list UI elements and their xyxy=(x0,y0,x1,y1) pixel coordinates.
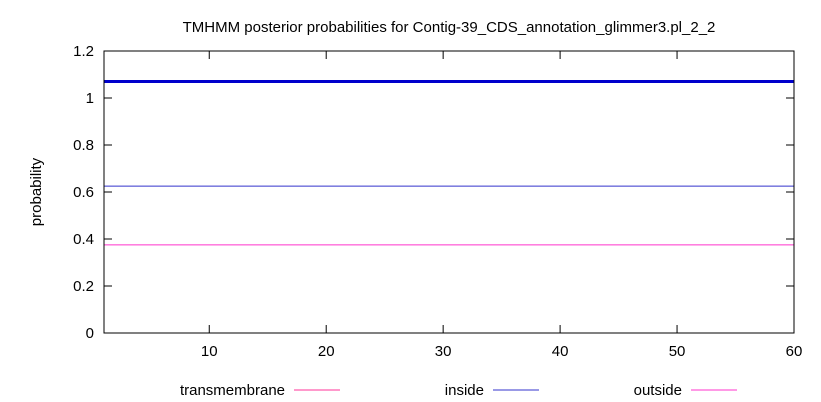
x-tick-label: 30 xyxy=(435,343,452,360)
legend-label-outside: outside xyxy=(634,382,682,399)
y-tick-label: 0.6 xyxy=(73,184,94,201)
legend-label-transmembrane: transmembrane xyxy=(180,382,285,399)
x-tick-label: 10 xyxy=(201,343,218,360)
chart-title: TMHMM posterior probabilities for Contig… xyxy=(183,19,716,36)
y-tick-label: 0.8 xyxy=(73,137,94,154)
y-tick-label: 0.4 xyxy=(73,231,94,248)
y-tick-label: 1.2 xyxy=(73,43,94,60)
x-tick-label: 50 xyxy=(669,343,686,360)
y-axis-label: probability xyxy=(28,157,45,226)
x-tick-label: 60 xyxy=(786,343,803,360)
x-tick-label: 40 xyxy=(552,343,569,360)
plot-frame xyxy=(103,50,795,334)
x-tick-label: 20 xyxy=(318,343,335,360)
y-tick-label: 1 xyxy=(86,90,94,107)
y-tick-label: 0 xyxy=(86,325,94,342)
legend-label-inside: inside xyxy=(445,382,484,399)
y-tick-label: 0.2 xyxy=(73,278,94,295)
